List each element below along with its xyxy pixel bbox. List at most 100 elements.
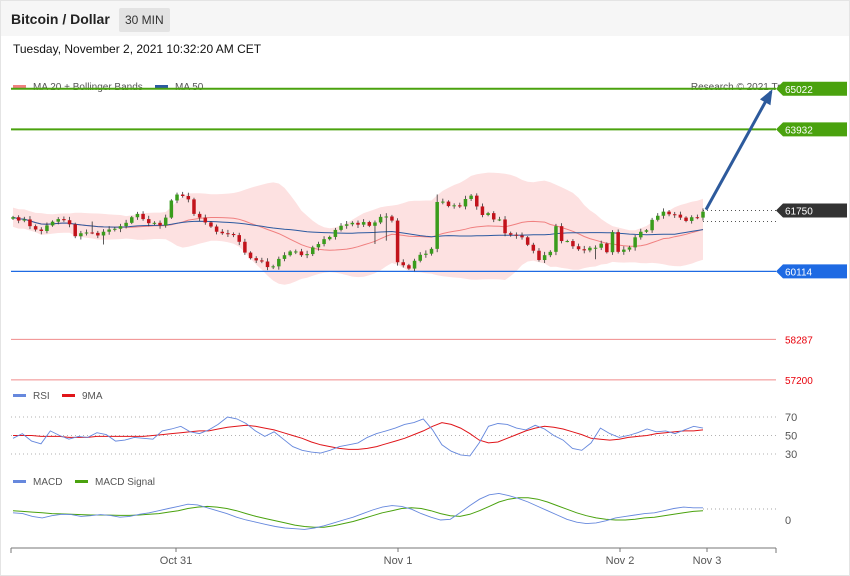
candle-body — [627, 247, 632, 250]
candle — [344, 220, 349, 229]
price-legend: MA 20 + Bollinger Bands MA 50 Research ©… — [13, 82, 840, 93]
candle-body — [192, 199, 196, 214]
candle-body — [458, 205, 462, 207]
candle-body — [197, 213, 202, 218]
candle — [390, 214, 394, 223]
candle — [650, 217, 654, 233]
candle-body — [537, 250, 541, 261]
candle — [514, 232, 519, 239]
candle-body — [327, 236, 332, 240]
candle-body — [588, 247, 592, 251]
candle-body — [311, 247, 315, 255]
candle-body — [378, 216, 383, 223]
candle — [446, 200, 451, 208]
macd-legend: MACD MACD Signal — [13, 477, 155, 488]
candle — [186, 192, 191, 203]
candle — [667, 210, 671, 217]
candle — [627, 245, 632, 252]
candle-body — [576, 246, 581, 250]
candle — [260, 257, 264, 264]
candle-body — [650, 219, 654, 231]
candle-body — [333, 229, 338, 237]
macd-signal-legend-label: MACD Signal — [95, 477, 155, 488]
candle-body — [418, 254, 422, 261]
candle-body — [350, 222, 355, 225]
candle — [39, 227, 44, 235]
candle-body — [90, 232, 94, 234]
candle-body — [401, 262, 405, 266]
candle — [384, 213, 389, 241]
candle-body — [672, 214, 677, 216]
candle-body — [277, 258, 281, 267]
candle-body — [390, 216, 394, 221]
rsi-ma-legend-label: 9MA — [82, 391, 103, 402]
candle — [45, 222, 49, 234]
candle — [689, 215, 694, 224]
macd-legend-label: MACD — [33, 477, 62, 488]
candle — [599, 240, 603, 251]
macd-signal-line — [12, 497, 704, 528]
candle — [28, 216, 32, 230]
forecast-arrow-head — [759, 89, 773, 106]
candle — [271, 264, 275, 270]
candle — [141, 211, 145, 221]
candle-body — [559, 226, 564, 242]
candle-body — [16, 217, 21, 221]
candle-body — [146, 219, 151, 224]
candle-body — [33, 226, 38, 230]
candle — [463, 195, 468, 210]
candle — [62, 216, 66, 222]
candle — [429, 247, 434, 256]
candle-body — [39, 229, 44, 231]
candle — [197, 211, 202, 221]
candle — [282, 252, 287, 262]
candle — [639, 228, 643, 240]
candle — [407, 263, 411, 270]
candle-body — [441, 201, 445, 203]
instrument-title: Bitcoin / Dollar — [11, 11, 110, 27]
candle-body — [28, 219, 32, 227]
candle-body — [67, 220, 72, 225]
candle — [248, 251, 253, 260]
candle-body — [508, 233, 513, 235]
candle — [288, 250, 292, 257]
timeframe-badge[interactable]: 30 MIN — [119, 8, 170, 32]
candle — [11, 215, 15, 221]
candle-body — [525, 237, 530, 245]
x-tick-label: Nov 2 — [606, 555, 635, 567]
candle-body — [158, 222, 162, 226]
support-1-tag — [776, 264, 847, 279]
rsi-legend-swatch — [13, 394, 26, 397]
candle — [610, 230, 615, 255]
candle-body — [152, 222, 157, 224]
candle — [22, 216, 27, 223]
support-2-label: 58287 — [785, 335, 813, 346]
candle — [701, 208, 705, 221]
candle — [152, 221, 157, 226]
candle-body — [130, 217, 134, 223]
candle-body — [299, 251, 304, 256]
resistance-1-label: 63932 — [785, 125, 813, 136]
candle-body — [616, 232, 620, 252]
candle-body — [220, 231, 225, 234]
candle-body — [163, 217, 168, 226]
candle — [373, 220, 377, 245]
candle-body — [520, 235, 524, 238]
candle-body — [265, 261, 270, 268]
ma20-line — [12, 216, 704, 251]
candle — [135, 211, 140, 220]
ma20-legend-label: MA 20 + Bollinger Bands — [33, 82, 143, 93]
candle — [79, 230, 83, 240]
candle — [146, 215, 151, 227]
ma50-legend-label: MA 50 — [175, 82, 204, 93]
candle-body — [429, 248, 434, 254]
macd-zero-label: 0 — [785, 515, 791, 527]
candle — [644, 228, 649, 234]
candle — [113, 227, 117, 232]
candle-body — [237, 235, 241, 242]
candle — [452, 203, 456, 209]
forecast-arrow-shaft — [704, 91, 773, 211]
candle-body — [599, 243, 603, 248]
candle-body — [695, 217, 700, 219]
candle — [130, 215, 134, 225]
